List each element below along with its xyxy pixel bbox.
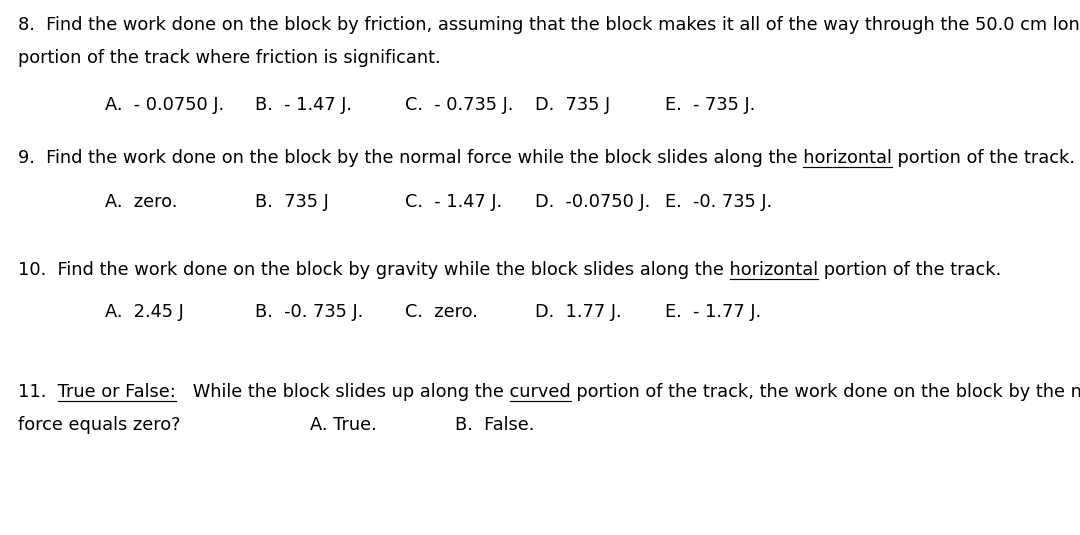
Text: force equals zero?: force equals zero? (18, 416, 180, 434)
Text: B.  735 J: B. 735 J (255, 193, 328, 211)
Text: C.  - 1.47 J.: C. - 1.47 J. (405, 193, 502, 211)
Text: 10.  Find the work done on the block by gravity while the block slides along the: 10. Find the work done on the block by g… (18, 261, 1001, 279)
Text: 9.  Find the work done on the block by the normal force while the block slides a: 9. Find the work done on the block by th… (18, 149, 1075, 167)
Text: E.  - 735 J.: E. - 735 J. (665, 96, 755, 114)
Text: 11.: 11. (18, 383, 57, 401)
Text: D.  1.77 J.: D. 1.77 J. (535, 303, 622, 321)
Text: D.  735 J: D. 735 J (535, 96, 610, 114)
Text: 11.  True or False:: 11. True or False: (18, 383, 176, 401)
Text: 10.  Find the work done on the block by gravity while the block slides along the: 10. Find the work done on the block by g… (18, 261, 729, 279)
Text: 8.  Find the work done on the block by friction, assuming that the block makes i: 8. Find the work done on the block by fr… (18, 16, 1080, 34)
Text: 10.  Find the work done on the block by gravity while the block slides along the: 10. Find the work done on the block by g… (18, 261, 819, 279)
Text: A.  2.45 J: A. 2.45 J (105, 303, 184, 321)
Text: E.  -0. 735 J.: E. -0. 735 J. (665, 193, 772, 211)
Text: portion of the track where friction is significant.: portion of the track where friction is s… (18, 49, 441, 67)
Text: 9.  Find the work done on the block by the normal force while the block slides a: 9. Find the work done on the block by th… (18, 149, 892, 167)
Text: B.  False.: B. False. (455, 416, 535, 434)
Text: 11.  True or False:   While the block slides up along the: 11. True or False: While the block slide… (18, 383, 510, 401)
Text: C.  - 0.735 J.: C. - 0.735 J. (405, 96, 513, 114)
Text: B.  - 1.47 J.: B. - 1.47 J. (255, 96, 352, 114)
Text: B.  -0. 735 J.: B. -0. 735 J. (255, 303, 363, 321)
Text: A.  zero.: A. zero. (105, 193, 177, 211)
Text: C.  zero.: C. zero. (405, 303, 477, 321)
Text: 11.  True or False:   While the block slides up along the curved portion of the : 11. True or False: While the block slide… (18, 383, 1080, 401)
Text: D.  -0.0750 J.: D. -0.0750 J. (535, 193, 650, 211)
Text: 9.  Find the work done on the block by the normal force while the block slides a: 9. Find the work done on the block by th… (18, 149, 804, 167)
Text: E.  - 1.77 J.: E. - 1.77 J. (665, 303, 761, 321)
Text: A. True.: A. True. (310, 416, 377, 434)
Text: A.  - 0.0750 J.: A. - 0.0750 J. (105, 96, 225, 114)
Text: 11.  True or False:   While the block slides up along the curved: 11. True or False: While the block slide… (18, 383, 570, 401)
